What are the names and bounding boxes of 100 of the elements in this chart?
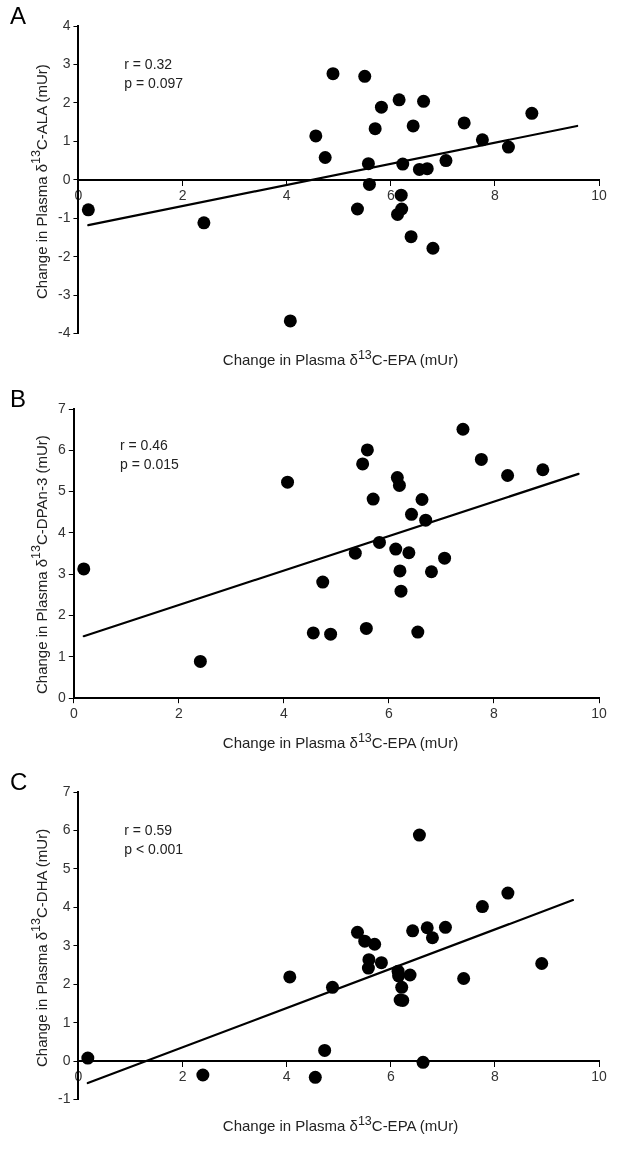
x-tick-label: 10	[591, 705, 607, 722]
point	[309, 129, 323, 143]
point	[81, 1051, 95, 1065]
y-tick-label: 3	[62, 55, 71, 72]
point	[474, 452, 488, 466]
point	[424, 565, 438, 579]
point	[412, 828, 426, 842]
point	[426, 241, 440, 255]
x-tick-label: 4	[279, 705, 288, 722]
y-tick-label: -1	[58, 1090, 71, 1107]
point	[350, 925, 364, 939]
point	[348, 546, 362, 560]
point	[350, 202, 364, 216]
point	[368, 122, 382, 136]
y-tick-label: 6	[62, 821, 71, 838]
x-axis-title: Change in Plasma δ$^{13}$C-EPA (mUr)	[221, 731, 460, 751]
x-axis-title: Change in Plasma δ$^{13}$C-EPA (mUr)	[221, 348, 460, 368]
point	[416, 1055, 430, 1069]
point	[374, 100, 388, 114]
point	[392, 478, 406, 492]
point	[356, 457, 370, 471]
point	[361, 961, 375, 975]
point	[411, 625, 425, 639]
x-tick-label: 4	[282, 187, 291, 204]
x-tick-label: 8	[490, 705, 499, 722]
point	[406, 924, 420, 938]
x-tick-label: 6	[386, 1068, 395, 1085]
chart-title: B	[10, 385, 27, 413]
point	[324, 627, 338, 641]
point	[536, 463, 550, 477]
x-tick-label: 2	[178, 1068, 187, 1085]
point	[197, 216, 211, 230]
x-tick-label: 8	[490, 187, 499, 204]
x-tick-label: 10	[591, 187, 607, 204]
point	[406, 119, 420, 133]
point	[475, 133, 489, 147]
y-tick-label: 1	[57, 647, 66, 664]
point	[374, 956, 388, 970]
y-tick-label: 0	[62, 1052, 71, 1069]
point	[525, 106, 539, 120]
point	[316, 575, 330, 589]
point	[359, 621, 373, 635]
y-tick-label: 6	[57, 441, 66, 458]
point	[394, 188, 408, 202]
point	[396, 157, 410, 171]
point	[326, 67, 340, 81]
point	[420, 921, 434, 935]
point	[456, 422, 470, 436]
point	[391, 207, 405, 221]
annotation: p = 0.015	[120, 456, 179, 473]
y-tick-label: 7	[57, 399, 66, 416]
annotation: r = 0.59	[124, 822, 173, 839]
y-tick-label: 5	[62, 859, 71, 876]
point	[405, 507, 418, 521]
annotation: p < 0.001	[124, 841, 184, 858]
point	[475, 900, 489, 914]
point	[425, 931, 439, 945]
point	[438, 920, 452, 934]
y-tick-label: 3	[62, 936, 71, 953]
point	[402, 546, 416, 560]
point	[403, 968, 417, 982]
y-tick-label: -4	[58, 324, 71, 341]
point	[81, 203, 95, 217]
x-tick-label: 8	[490, 1068, 499, 1085]
x-tick-label: 6	[386, 187, 395, 204]
y-tick-label: 4	[57, 523, 66, 540]
x-tick-label: 4	[282, 1068, 291, 1085]
y-tick-label: 5	[57, 482, 66, 499]
point	[366, 492, 380, 506]
chart-title: C	[10, 768, 28, 796]
y-tick-label: 0	[57, 689, 66, 706]
point	[535, 956, 549, 970]
point	[415, 492, 429, 506]
point	[420, 162, 434, 176]
point	[318, 1043, 332, 1057]
x-axis-title: Change in Plasma δ$^{13}$C-EPA (mUr)	[221, 1114, 460, 1134]
point	[404, 230, 418, 244]
point	[325, 980, 339, 994]
y-tick-label: 7	[62, 782, 71, 799]
annotation: r = 0.46	[120, 437, 169, 454]
point	[393, 564, 407, 578]
chart-title: A	[10, 2, 27, 30]
point	[501, 140, 515, 154]
y-tick-label: 0	[62, 170, 71, 187]
x-tick-label: 10	[591, 1068, 607, 1085]
y-tick-label: -1	[58, 209, 71, 226]
point	[283, 970, 297, 984]
point	[306, 626, 320, 640]
point	[358, 69, 372, 83]
point	[368, 937, 382, 951]
point	[196, 1068, 210, 1082]
y-tick-label: 3	[57, 565, 66, 582]
y-tick-label: -2	[58, 247, 71, 264]
point	[360, 443, 374, 457]
point	[283, 314, 297, 328]
y-tick-label: 1	[62, 132, 71, 149]
point	[193, 654, 207, 668]
point	[501, 469, 515, 483]
point	[501, 886, 515, 900]
point	[395, 980, 409, 994]
